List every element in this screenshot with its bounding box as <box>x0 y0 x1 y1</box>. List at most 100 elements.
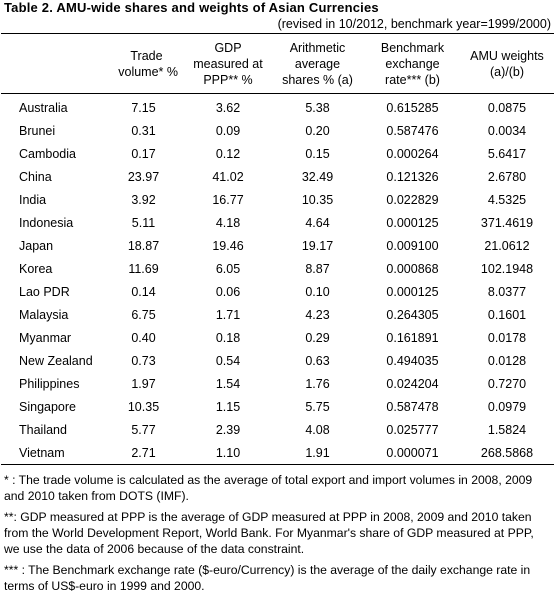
trade-cell: 1.97 <box>131 376 156 391</box>
weight-cell: 2.6780 <box>487 169 527 184</box>
country-cell: Lao PDR <box>19 284 70 299</box>
weight-cell: 268.5868 <box>480 445 534 460</box>
gdp-cell: 0.18 <box>215 330 241 345</box>
gdp-cell: 1.71 <box>215 307 241 322</box>
country-cell: Myanmar <box>19 330 72 345</box>
avg-cell: 4.64 <box>305 215 330 230</box>
avg-cell: 0.20 <box>305 123 330 138</box>
weight-cell: 102.1948 <box>480 261 534 276</box>
rate-cell: 0.161891 <box>386 330 439 345</box>
country-cell: Korea <box>19 261 53 276</box>
header-line: GDP <box>214 40 242 55</box>
weight-cell: 0.1601 <box>487 307 527 322</box>
weight-cell: 0.7270 <box>487 376 527 391</box>
avg-cell: 4.23 <box>305 307 330 322</box>
rate-cell: 0.022829 <box>386 192 439 207</box>
gdp-cell: 2.39 <box>215 422 241 437</box>
country-cell: China <box>19 169 52 184</box>
trade-cell: 0.17 <box>131 146 156 161</box>
trade-cell: 23.97 <box>127 169 160 184</box>
gdp-cell: 1.15 <box>215 399 241 414</box>
avg-cell: 32.49 <box>301 169 334 184</box>
gdp-cell: 0.12 <box>215 146 241 161</box>
country-cell: Australia <box>19 100 68 115</box>
avg-cell: 4.08 <box>305 422 330 437</box>
table-row: Brunei 0.31 0.09 0.20 0.587476 0.0034 <box>1 119 554 142</box>
header-line: Benchmark <box>380 40 445 55</box>
avg-cell: 0.29 <box>305 330 330 345</box>
table-row: Myanmar 0.40 0.18 0.29 0.161891 0.0178 <box>1 326 554 349</box>
trade-cell: 5.77 <box>131 422 156 437</box>
table-row: Japan 18.87 19.46 19.17 0.009100 21.0612 <box>1 234 554 257</box>
avg-cell: 10.35 <box>301 192 334 207</box>
footnote-trade: * : The trade volume is calculated as th… <box>4 473 533 503</box>
avg-cell: 1.76 <box>305 376 330 391</box>
header-arithmetic-average: Arithmetic average shares % (a) <box>270 34 365 94</box>
country-cell: Philippines <box>19 376 80 391</box>
rate-cell: 0.024204 <box>386 376 439 391</box>
table-row: India 3.92 16.77 10.35 0.022829 4.5325 <box>1 188 554 211</box>
rate-cell: 0.587476 <box>386 123 439 138</box>
gdp-cell: 0.54 <box>215 353 241 368</box>
header-trade-volume: Trade volume* % <box>101 34 186 94</box>
country-cell: Brunei <box>19 123 56 138</box>
weight-cell: 21.0612 <box>484 238 530 253</box>
weight-cell: 0.0979 <box>487 399 527 414</box>
gdp-cell: 0.06 <box>215 284 241 299</box>
avg-cell: 0.15 <box>305 146 330 161</box>
avg-cell: 0.10 <box>305 284 330 299</box>
header-line: volume* % <box>118 64 178 79</box>
footnote-exchange-rate: *** : The Benchmark exchange rate ($-eur… <box>4 563 531 593</box>
weight-cell: 0.0128 <box>487 353 527 368</box>
header-line: shares % (a) <box>282 72 353 87</box>
table-row: Singapore 10.35 1.15 5.75 0.587478 0.0979 <box>1 395 554 418</box>
gdp-cell: 1.10 <box>215 445 241 460</box>
rate-cell: 0.025777 <box>386 422 439 437</box>
header-line: AMU weights <box>470 48 544 63</box>
trade-cell: 18.87 <box>127 238 160 253</box>
table-row: Lao PDR 0.14 0.06 0.10 0.000125 8.0377 <box>1 280 554 303</box>
table-row: Philippines 1.97 1.54 1.76 0.024204 0.7270 <box>1 372 554 395</box>
gdp-cell: 3.62 <box>215 100 241 115</box>
country-cell: Japan <box>19 238 54 253</box>
weight-cell: 0.0875 <box>487 100 527 115</box>
gdp-cell: 4.18 <box>215 215 241 230</box>
weight-cell: 5.6417 <box>487 146 527 161</box>
gdp-cell: 19.46 <box>212 238 244 253</box>
country-cell: New Zealand <box>19 353 93 368</box>
trade-cell: 6.75 <box>131 307 156 322</box>
trade-cell: 0.73 <box>131 353 156 368</box>
weight-cell: 371.4619 <box>480 215 534 230</box>
country-cell: Indonesia <box>19 215 74 230</box>
trade-cell: 0.14 <box>131 284 156 299</box>
table-row: Cambodia 0.17 0.12 0.15 0.000264 5.6417 <box>1 142 554 165</box>
table-row: Thailand 5.77 2.39 4.08 0.025777 1.5824 <box>1 418 554 441</box>
weight-cell: 4.5325 <box>487 192 527 207</box>
table-header-row: Trade volume* % GDP measured at PPP** % … <box>1 33 554 94</box>
header-line: (a)/(b) <box>489 64 525 79</box>
weight-cell: 1.5824 <box>487 422 527 437</box>
header-line: exchange <box>385 56 440 71</box>
gdp-cell: 1.54 <box>215 376 241 391</box>
header-gdp-ppp: GDP measured at PPP** % <box>186 34 270 94</box>
trade-cell: 0.31 <box>131 123 156 138</box>
trade-cell: 2.71 <box>131 445 156 460</box>
table-row: Korea 11.69 6.05 8.87 0.000868 102.1948 <box>1 257 554 280</box>
table-subtitle: (revised in 10/2012, benchmark year=1999… <box>277 17 551 31</box>
table-row: China 23.97 41.02 32.49 0.121326 2.6780 <box>1 165 554 188</box>
header-country <box>1 34 101 94</box>
rate-cell: 0.000868 <box>386 261 439 276</box>
country-cell: Cambodia <box>19 146 76 161</box>
trade-cell: 10.35 <box>127 399 160 414</box>
country-cell: Malaysia <box>19 307 69 322</box>
table-title: Table 2. AMU-wide shares and weights of … <box>4 0 379 15</box>
trade-cell: 7.15 <box>131 100 156 115</box>
rate-cell: 0.000264 <box>386 146 439 161</box>
trade-cell: 11.69 <box>128 261 159 276</box>
rate-cell: 0.000125 <box>386 284 439 299</box>
country-cell: India <box>19 192 47 207</box>
header-line: Arithmetic <box>289 40 346 55</box>
amu-weights-table: Trade volume* % GDP measured at PPP** % … <box>1 33 554 465</box>
header-amu-weights: AMU weights (a)/(b) <box>460 34 554 94</box>
